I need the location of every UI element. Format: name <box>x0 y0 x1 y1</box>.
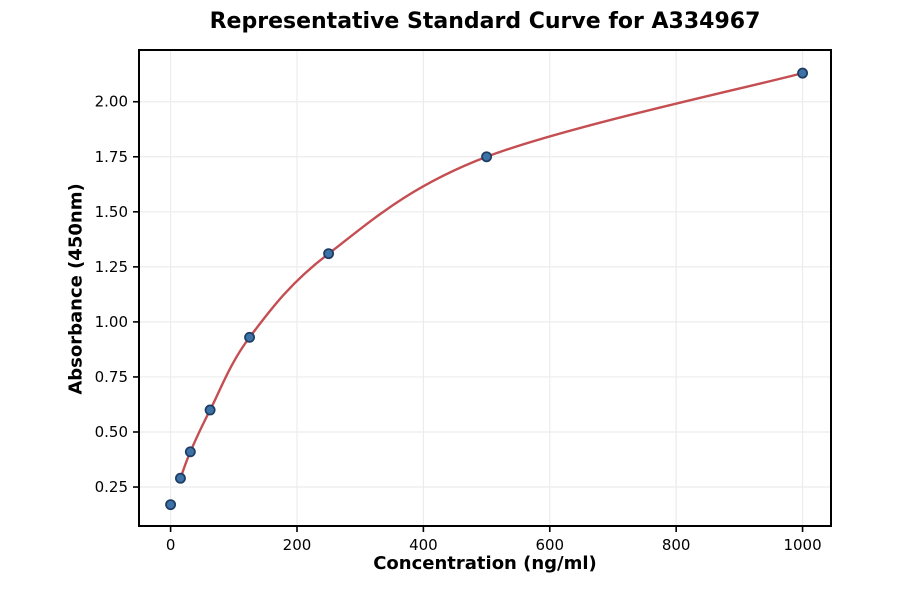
y-tick-label: 0.25 <box>95 478 128 496</box>
data-point <box>184 446 196 458</box>
x-tick-label: 400 <box>409 536 438 554</box>
axes-spines <box>138 49 832 527</box>
data-point <box>175 472 186 484</box>
x-tick-label: 600 <box>535 536 564 554</box>
x-tick-label: 1000 <box>783 536 821 554</box>
y-tick-label: 1.25 <box>95 258 128 276</box>
fit-curve <box>179 71 804 480</box>
data-point <box>481 151 493 163</box>
y-tick-label: 0.50 <box>95 423 128 441</box>
y-axis-label: Absorbance (450nm) <box>65 183 87 395</box>
x-axis-label: Concentration (ng/ml) <box>373 553 597 574</box>
x-tick-label: 800 <box>662 536 691 554</box>
y-tick-label: 1.50 <box>95 203 128 221</box>
data-point <box>204 404 216 416</box>
x-tick-label: 200 <box>283 536 312 554</box>
data-point <box>244 331 256 343</box>
x-tick-label: 0 <box>166 536 176 554</box>
data-point <box>323 248 335 260</box>
y-tick-label: 1.00 <box>95 313 128 331</box>
data-point <box>797 67 809 79</box>
y-tick-label: 2.00 <box>95 93 128 111</box>
chart-title: Representative Standard Curve for A33496… <box>209 9 761 34</box>
data-point <box>165 499 177 511</box>
y-tick-label: 0.75 <box>95 368 128 386</box>
y-tick-label: 1.75 <box>95 148 128 166</box>
